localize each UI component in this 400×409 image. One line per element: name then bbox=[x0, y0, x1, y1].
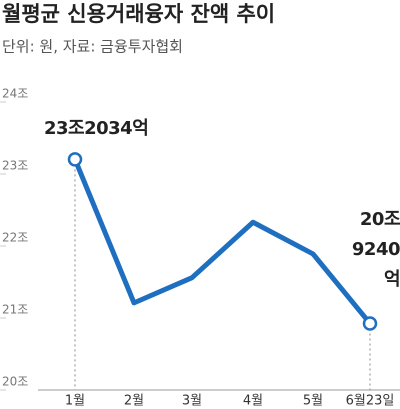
point-marker bbox=[362, 316, 378, 331]
chart-subtitle: 단위: 원, 자료: 금융투자협회 bbox=[2, 38, 183, 56]
value-label: 23조2034억 bbox=[44, 118, 149, 139]
x-tick-label: 2월 bbox=[124, 394, 144, 409]
x-tick-label: 3월 bbox=[182, 394, 202, 409]
x-tick-label: 5월 bbox=[303, 394, 323, 409]
x-tick-label: 1월 bbox=[65, 394, 85, 409]
y-tick-label: 23조 bbox=[2, 159, 28, 173]
y-tick-label: 24조 bbox=[2, 87, 28, 101]
x-tick-label: 4월 bbox=[243, 394, 263, 409]
x-tick-label: 6월23일 bbox=[346, 394, 395, 409]
y-tick-label: 22조 bbox=[2, 231, 28, 245]
y-tick-label: 20조 bbox=[2, 375, 28, 389]
chart-title: 월평균 신용거래융자 잔액 추이 bbox=[2, 2, 275, 26]
value-label: 20조 9240억 bbox=[351, 209, 400, 290]
point-marker bbox=[67, 152, 83, 167]
y-tick-label: 21조 bbox=[2, 303, 28, 317]
line bbox=[72, 158, 372, 326]
